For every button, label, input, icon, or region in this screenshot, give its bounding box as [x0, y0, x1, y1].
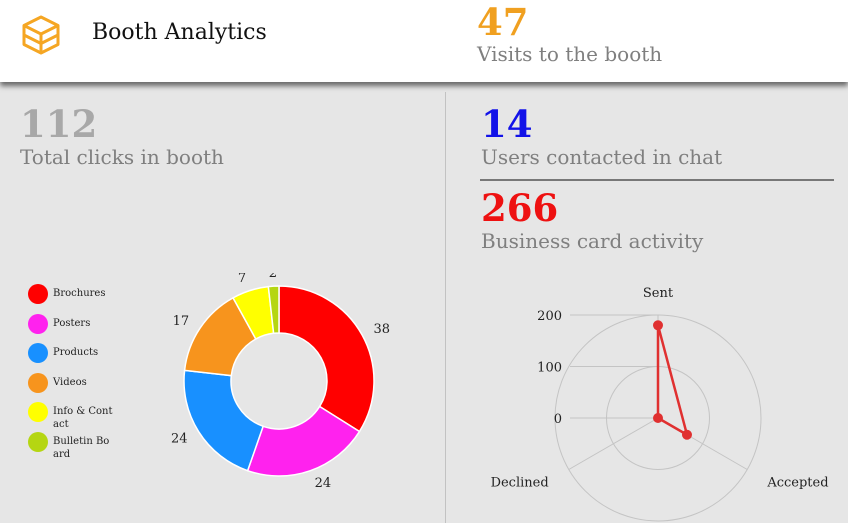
slice-value-label: 38: [374, 322, 391, 337]
legend-swatch: [28, 431, 48, 452]
legend-item: Bulletin Board: [28, 431, 138, 462]
app-title: Booth Analytics: [92, 20, 267, 45]
legend-label: Videos: [53, 376, 87, 388]
legend-item: Videos: [28, 372, 138, 403]
legend-swatch: [28, 284, 48, 304]
header-bar: Booth Analytics 47 Visits to the booth: [0, 0, 848, 82]
radar-tick-label: 200: [537, 309, 562, 324]
radar-tick-label: 100: [537, 361, 562, 376]
slice-value-label: 24: [315, 476, 332, 491]
legend-label: Posters: [53, 317, 91, 329]
radar-tick-label: 0: [554, 412, 562, 427]
legend-label: Info & Contact: [53, 406, 113, 430]
total-clicks-value: 112: [20, 102, 98, 146]
donut-slice: [267, 285, 280, 335]
business-card-value: 266: [481, 186, 559, 230]
radar-chart: 0 100 200 Sent Accepted Declined: [491, 286, 829, 522]
chat-users-value: 14: [481, 102, 533, 146]
legend-label: Products: [53, 347, 99, 358]
slice-value-label: 2: [269, 273, 277, 281]
radar-series-line: [656, 324, 689, 436]
legend-swatch: [28, 313, 48, 334]
legend-item: Posters: [28, 313, 138, 344]
legend-label: Bulletin Board: [53, 435, 110, 460]
legend-swatch: [28, 372, 48, 393]
radar-spoke: [568, 417, 659, 470]
business-card-label: Business card activity: [481, 229, 704, 253]
legend-item: Products: [28, 343, 138, 373]
donut-chart: 38 24 24 17 7 2: [171, 273, 391, 491]
visits-label: Visits to the booth: [477, 42, 663, 66]
slice-value-label: 7: [238, 273, 246, 286]
legend-item: Info & Contact: [28, 402, 138, 432]
radar-axis-label: Accepted: [766, 476, 828, 491]
radar-point: [653, 413, 663, 423]
donut-slice: [278, 285, 375, 433]
slice-value-label: 24: [171, 431, 188, 446]
donut-slice: [183, 369, 265, 472]
total-clicks-label: Total clicks in booth: [20, 145, 224, 169]
radar-axis-label: Declined: [491, 476, 549, 491]
slice-value-label: 17: [173, 314, 190, 329]
radar-axis-label: Sent: [643, 286, 674, 301]
vertical-divider: [445, 92, 446, 523]
horizontal-divider: [480, 179, 834, 181]
cube-icon: [22, 15, 60, 55]
legend-swatch: [28, 402, 48, 422]
visits-value: 47: [477, 0, 529, 44]
legend-item: Brochures: [28, 284, 138, 314]
legend-label: Brochures: [53, 288, 106, 299]
radar-point: [681, 429, 692, 440]
legend-swatch: [28, 343, 48, 363]
chat-users-label: Users contacted in chat: [481, 145, 723, 169]
radar-point: [653, 320, 663, 331]
